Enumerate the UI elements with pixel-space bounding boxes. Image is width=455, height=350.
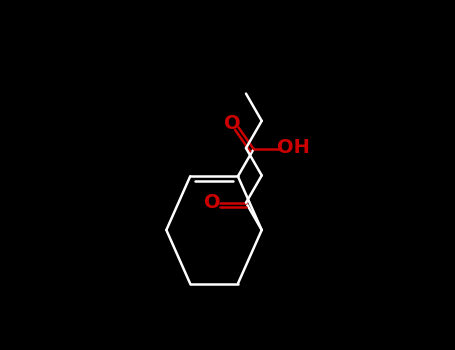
Text: O: O <box>224 114 241 133</box>
Text: O: O <box>204 193 220 212</box>
Text: OH: OH <box>277 138 309 157</box>
